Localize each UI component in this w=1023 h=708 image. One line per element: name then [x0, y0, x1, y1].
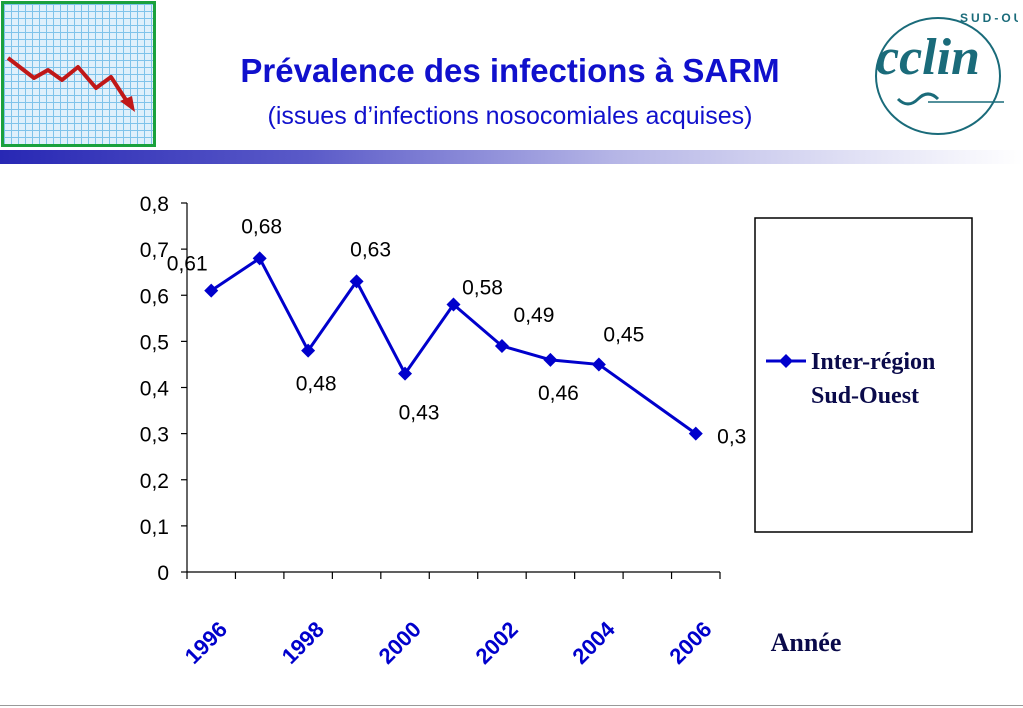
y-tick-label: 0,2: [140, 470, 169, 493]
trend-arrow-icon: [6, 56, 135, 112]
data-label: 0,43: [399, 402, 440, 425]
data-label: 0,61: [167, 253, 208, 276]
y-axis: 0 0,1 0,2 0,3 0,4 0,5 0,6 0,7 0,8: [140, 193, 188, 585]
data-point-marker: [349, 274, 364, 289]
y-tick-label: 0,6: [140, 285, 169, 308]
data-label: 0,3: [717, 426, 746, 449]
data-point-marker: [398, 366, 413, 381]
x-tick-label: 2000: [374, 617, 426, 669]
x-tick-label: 1996: [180, 617, 232, 669]
data-point-marker: [543, 352, 558, 367]
data-point-marker: [591, 357, 606, 372]
data-point-marker: [688, 426, 703, 441]
data-label: 0,48: [296, 373, 337, 396]
y-tick-label: 0,1: [140, 516, 169, 539]
x-tick-label: 2004: [567, 616, 620, 669]
data-point-marker: [446, 297, 461, 312]
x-tick-label: 2002: [471, 617, 523, 669]
x-axis-title: Année: [771, 628, 842, 657]
header-gradient-band: [0, 150, 1023, 164]
chart-thumbnail-logo: [1, 1, 156, 147]
data-label: 0,63: [350, 238, 391, 261]
footer-divider: [0, 705, 1023, 706]
legend: Inter-région Sud-Ouest: [754, 217, 973, 533]
legend-marker-swatch: [779, 354, 793, 368]
x-tick-label: 2006: [664, 617, 716, 669]
legend-box: [754, 217, 973, 533]
data-point-marker: [252, 251, 267, 266]
page-title: Prévalence des infections à SARM: [240, 52, 780, 89]
legend-label-line2: Sud-Ouest: [811, 383, 919, 409]
y-tick-label: 0,4: [140, 378, 170, 401]
logo-text: cclin: [876, 29, 980, 86]
data-label: 0,49: [514, 304, 555, 327]
page-subtitle: (issues d’infections nosocomiales acquis…: [267, 102, 753, 130]
y-tick-label: 0,3: [140, 424, 169, 447]
x-tick-label: 1998: [277, 617, 329, 669]
data-label: 0,68: [241, 215, 282, 238]
y-tick-label: 0,5: [140, 331, 169, 354]
cclin-logo: cclin SUD-OUEST: [868, 4, 1023, 149]
data-point-marker: [204, 283, 219, 298]
logo-ring-text: SUD-OUEST: [960, 11, 1018, 25]
series-layer: 0,61 0,68 0,48 0,63 0,43 0,58 0,49 0,46 0,45 0,3: [167, 215, 747, 448]
x-axis: 1996 1998 2000 2002 2004 2006: [180, 571, 721, 669]
series-line: [210, 256, 697, 435]
y-tick-label: 0,8: [140, 193, 169, 216]
data-label: 0,58: [462, 276, 503, 299]
data-label: 0,46: [538, 382, 579, 405]
y-tick-label: 0,7: [140, 239, 169, 262]
data-point-marker: [301, 343, 316, 358]
data-label: 0,45: [603, 323, 644, 346]
data-point-marker: [494, 338, 509, 353]
legend-label-line1: Inter-région: [811, 349, 935, 375]
y-tick-label: 0: [157, 562, 169, 585]
